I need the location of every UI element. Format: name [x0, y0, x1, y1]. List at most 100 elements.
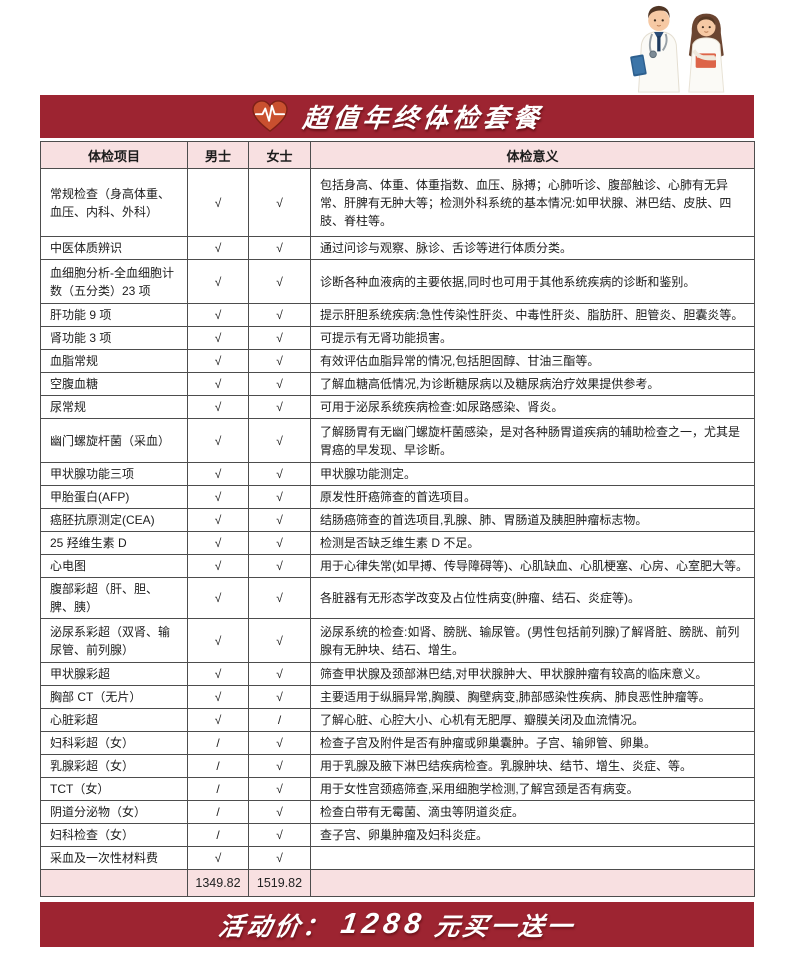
item-cell: 腹部彩超（肝、胆、脾、胰） [40, 577, 188, 619]
male-check-cell: √ [187, 168, 249, 237]
meaning-cell: 原发性肝癌筛查的首选项目。 [310, 485, 755, 509]
male-check-cell: √ [187, 846, 249, 870]
female-check-cell: / [248, 708, 311, 732]
male-check-cell: √ [187, 485, 249, 509]
table-row: TCT（女） / √ 用于女性宫颈癌筛查,采用细胞学检测,了解宫颈是否有病变。 [40, 777, 755, 801]
meaning-cell: 通过问诊与观察、脉诊、舌诊等进行体质分类。 [310, 236, 755, 260]
table-row: 胸部 CT（无片） √ √ 主要适用于纵膈异常,胸膜、胸壁病变,肺部感染性疾病、肺良恶… [40, 685, 755, 709]
table-row: 常规检查（身高体重、血压、内科、外科） √ √ 包括身高、体重、体重指数、血压、脉搏；… [40, 168, 755, 237]
table-row: 中医体质辨识 √ √ 通过问诊与观察、脉诊、舌诊等进行体质分类。 [40, 236, 755, 260]
table-row: 腹部彩超（肝、胆、脾、胰） √ √ 各脏器有无形态学改变及占位性病变(肿瘤、结石、炎症… [40, 577, 755, 619]
female-doctor-figure [688, 13, 725, 93]
item-cell: 心脏彩超 [40, 708, 188, 732]
table-row: 心电图 √ √ 用于心律失常(如早搏、传导障碍等)、心肌缺血、心肌梗塞、心房、心室肥大… [40, 554, 755, 578]
male-check-cell: √ [187, 577, 249, 619]
table-row: 甲状腺彩超 √ √ 筛查甲状腺及颈部淋巴结,对甲状腺肿大、甲状腺肿瘤有较高的临床意义。 [40, 662, 755, 686]
male-check-cell: √ [187, 508, 249, 532]
item-cell: 血细胞分析-全血细胞计数（五分类）23 项 [40, 259, 188, 304]
meaning-cell: 了解血糖高低情况,为诊断糖尿病以及糖尿病治疗效果提供参考。 [310, 372, 755, 396]
package-table-block: 超值年终体检套餐 体检项目 男士 女士 体检意义 常规检查（身高体重、血压、内科… [40, 95, 755, 947]
total-price-male: 1349.82 [187, 869, 249, 897]
female-check-cell: √ [248, 326, 311, 350]
meaning-cell: 查子宫、卵巢肿瘤及妇科炎症。 [310, 823, 755, 847]
promo-price: 1288 [338, 908, 428, 940]
female-check-cell: √ [248, 754, 311, 778]
table-row: 癌胚抗原测定(CEA) √ √ 结肠癌筛查的首选项目,乳腺、肺、胃肠道及胰胆肿瘤标志物… [40, 508, 755, 532]
male-check-cell: √ [187, 259, 249, 304]
female-check-cell: √ [248, 777, 311, 801]
meaning-cell: 用于女性宫颈癌筛查,采用细胞学检测,了解宫颈是否有病变。 [310, 777, 755, 801]
male-check-cell: √ [187, 395, 249, 419]
table-row: 乳腺彩超（女） / √ 用于乳腺及腋下淋巴结疾病检查。乳腺肿块、结节、增生、炎症、等。 [40, 754, 755, 778]
male-check-cell: √ [187, 531, 249, 555]
female-check-cell: √ [248, 685, 311, 709]
table-row: 肾功能 3 项 √ √ 可提示有无肾功能损害。 [40, 326, 755, 350]
meaning-cell: 诊断各种血液病的主要依据,同时也可用于其他系统疾病的诊断和鉴别。 [310, 259, 755, 304]
meaning-cell: 了解心脏、心腔大小、心机有无肥厚、瓣膜关闭及血流情况。 [310, 708, 755, 732]
checkup-table: 体检项目 男士 女士 体检意义 常规检查（身高体重、血压、内科、外科） √ √ 包括身… [40, 141, 755, 897]
item-cell: 妇科彩超（女） [40, 731, 188, 755]
female-check-cell: √ [248, 395, 311, 419]
checkup-table-body: 常规检查（身高体重、血压、内科、外科） √ √ 包括身高、体重、体重指数、血压、脉搏；… [40, 168, 755, 870]
table-row: 甲状腺功能三项 √ √ 甲状腺功能测定。 [40, 462, 755, 486]
female-check-cell: √ [248, 554, 311, 578]
item-cell: 泌尿系彩超（双肾、输尿管、前列腺） [40, 618, 188, 663]
meaning-cell: 有效评估血脂异常的情况,包括胆固醇、甘油三酯等。 [310, 349, 755, 373]
male-check-cell: √ [187, 236, 249, 260]
male-check-cell: / [187, 823, 249, 847]
title-banner: 超值年终体检套餐 [40, 95, 754, 138]
female-check-cell: √ [248, 508, 311, 532]
header-row: 体检项目 男士 女士 体检意义 [40, 141, 755, 169]
male-check-cell: / [187, 754, 249, 778]
table-row: 采血及一次性材料费 √ √ [40, 846, 755, 870]
item-cell: 肾功能 3 项 [40, 326, 188, 350]
item-cell: 肝功能 9 项 [40, 303, 188, 327]
item-cell: 幽门螺旋杆菌（采血） [40, 418, 188, 463]
item-cell: 甲状腺功能三项 [40, 462, 188, 486]
meaning-cell: 筛查甲状腺及颈部淋巴结,对甲状腺肿大、甲状腺肿瘤有较高的临床意义。 [310, 662, 755, 686]
female-check-cell: √ [248, 462, 311, 486]
male-check-cell: √ [187, 708, 249, 732]
female-check-cell: √ [248, 731, 311, 755]
meaning-cell: 用于心律失常(如早搏、传导障碍等)、心肌缺血、心肌梗塞、心房、心室肥大等。 [310, 554, 755, 578]
male-check-cell: √ [187, 326, 249, 350]
female-check-cell: √ [248, 303, 311, 327]
table-row: 25 羟维生素 D √ √ 检测是否缺乏维生素 D 不足。 [40, 531, 755, 555]
item-cell: 采血及一次性材料费 [40, 846, 188, 870]
promo-prefix: 活动价： [216, 912, 333, 941]
meaning-cell: 用于乳腺及腋下淋巴结疾病检查。乳腺肿块、结节、增生、炎症、等。 [310, 754, 755, 778]
item-cell: 甲胎蛋白(AFP) [40, 485, 188, 509]
item-cell: TCT（女） [40, 777, 188, 801]
male-check-cell: √ [187, 349, 249, 373]
female-check-cell: √ [248, 618, 311, 663]
table-row: 妇科检查（女） / √ 查子宫、卵巢肿瘤及妇科炎症。 [40, 823, 755, 847]
female-check-cell: √ [248, 485, 311, 509]
table-row: 幽门螺旋杆菌（采血） √ √ 了解肠胃有无幽门螺旋杆菌感染，是对各种肠胃道疾病的辅助检… [40, 418, 755, 463]
col-header-male: 男士 [187, 141, 249, 169]
totals-item-cell [40, 869, 188, 897]
female-check-cell: √ [248, 800, 311, 824]
meaning-cell: 检查白带有无霉菌、滴虫等阴道炎症。 [310, 800, 755, 824]
table-row: 血脂常规 √ √ 有效评估血脂异常的情况,包括胆固醇、甘油三酯等。 [40, 349, 755, 373]
checkup-table-totals: 1349.82 1519.82 [40, 869, 755, 897]
meaning-cell: 包括身高、体重、体重指数、血压、脉搏；心肺听诊、腹部触诊、心肺有无异常、肝脾有无… [310, 168, 755, 237]
col-header-item: 体检项目 [40, 141, 188, 169]
col-header-meaning: 体检意义 [310, 141, 755, 169]
female-check-cell: √ [248, 236, 311, 260]
male-check-cell: √ [187, 372, 249, 396]
meaning-cell: 了解肠胃有无幽门螺旋杆菌感染，是对各种肠胃道疾病的辅助检查之一，尤其是胃癌的早发… [310, 418, 755, 463]
totals-meaning-cell [310, 869, 755, 897]
doctors-illustration [630, 5, 725, 93]
item-cell: 中医体质辨识 [40, 236, 188, 260]
item-cell: 癌胚抗原测定(CEA) [40, 508, 188, 532]
item-cell: 妇科检查（女） [40, 823, 188, 847]
male-check-cell: √ [187, 303, 249, 327]
item-cell: 血脂常规 [40, 349, 188, 373]
male-check-cell: / [187, 777, 249, 801]
table-row: 肝功能 9 项 √ √ 提示肝胆系统疾病:急性传染性肝炎、中毒性肝炎、脂肪肝、胆管炎、… [40, 303, 755, 327]
female-check-cell: √ [248, 531, 311, 555]
item-cell: 阴道分泌物（女） [40, 800, 188, 824]
checkup-table-header: 体检项目 男士 女士 体检意义 [40, 141, 755, 169]
meaning-cell: 提示肝胆系统疾病:急性传染性肝炎、中毒性肝炎、脂肪肝、胆管炎、胆囊炎等。 [310, 303, 755, 327]
